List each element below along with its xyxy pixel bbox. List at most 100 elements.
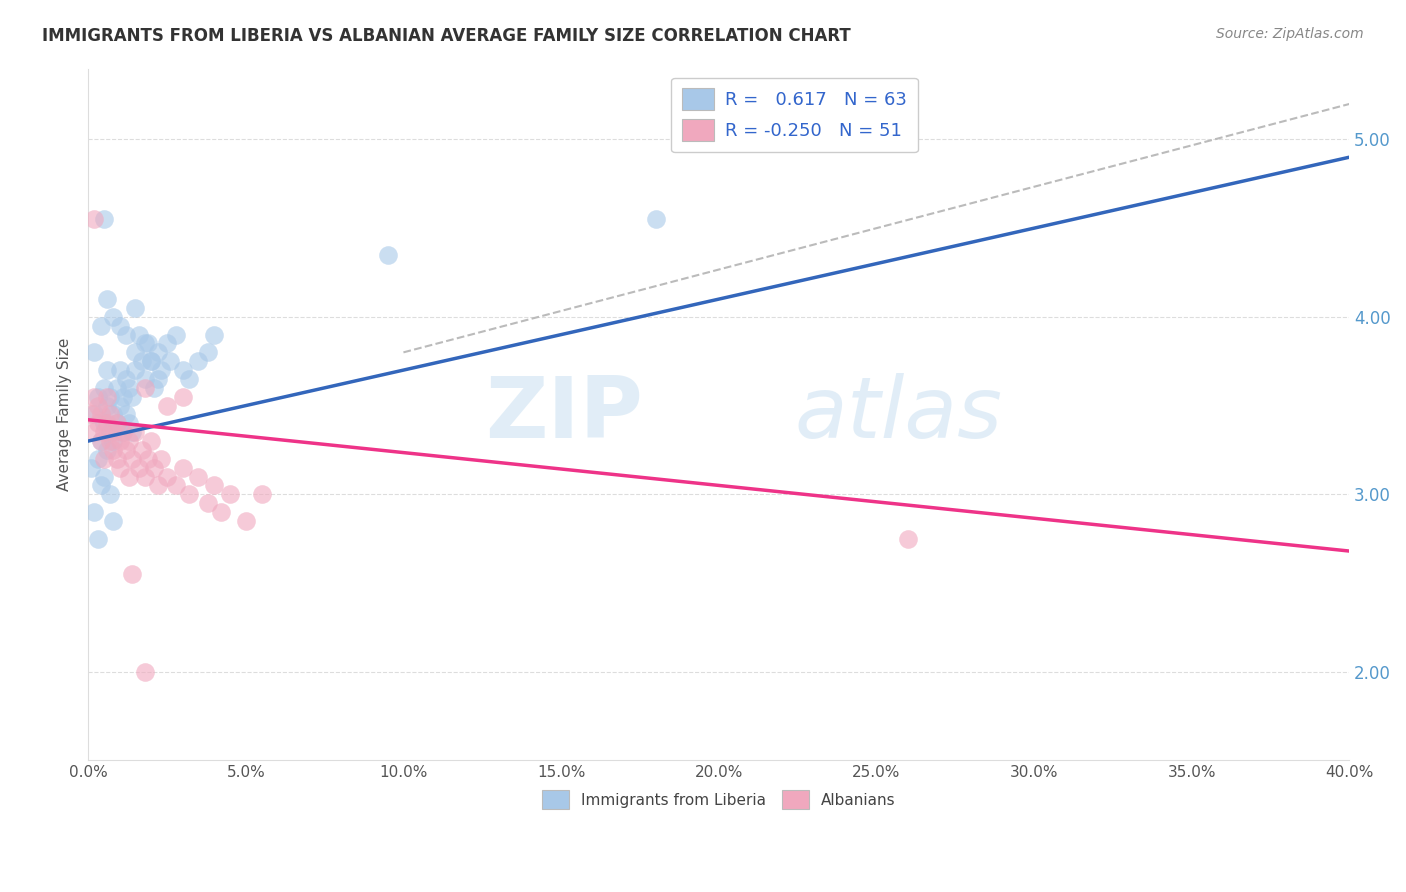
- Point: [90, 434, 112, 448]
- Point: [146, 345, 169, 359]
- Point: [105, 381, 128, 395]
- Point: [105, 417, 128, 431]
- Point: [187, 354, 209, 368]
- Point: [86, 399, 108, 413]
- Point: [108, 363, 131, 377]
- Point: [96, 292, 118, 306]
- Point: [111, 425, 134, 440]
- Point: [172, 390, 194, 404]
- Point: [149, 363, 172, 377]
- Point: [377, 248, 399, 262]
- Point: [93, 417, 115, 431]
- Point: [128, 460, 150, 475]
- Point: [250, 487, 273, 501]
- Point: [96, 363, 118, 377]
- Point: [93, 425, 115, 440]
- Point: [197, 496, 219, 510]
- Point: [108, 399, 131, 413]
- Legend: Immigrants from Liberia, Albanians: Immigrants from Liberia, Albanians: [536, 784, 903, 815]
- Point: [143, 460, 166, 475]
- Point: [136, 451, 159, 466]
- Point: [121, 390, 143, 404]
- Point: [103, 514, 125, 528]
- Point: [146, 478, 169, 492]
- Point: [897, 532, 920, 546]
- Point: [121, 425, 143, 440]
- Point: [83, 390, 105, 404]
- Point: [96, 399, 118, 413]
- Point: [118, 417, 141, 431]
- Point: [93, 451, 115, 466]
- Point: [96, 442, 118, 457]
- Point: [156, 336, 179, 351]
- Point: [197, 345, 219, 359]
- Point: [124, 345, 146, 359]
- Point: [98, 390, 121, 404]
- Point: [131, 354, 153, 368]
- Point: [134, 469, 156, 483]
- Point: [80, 408, 103, 422]
- Point: [83, 345, 105, 359]
- Point: [103, 408, 125, 422]
- Point: [90, 478, 112, 492]
- Point: [235, 514, 257, 528]
- Point: [134, 381, 156, 395]
- Point: [177, 372, 200, 386]
- Point: [105, 417, 128, 431]
- Point: [105, 451, 128, 466]
- Point: [121, 567, 143, 582]
- Point: [131, 442, 153, 457]
- Point: [124, 425, 146, 440]
- Point: [93, 469, 115, 483]
- Point: [108, 460, 131, 475]
- Text: IMMIGRANTS FROM LIBERIA VS ALBANIAN AVERAGE FAMILY SIZE CORRELATION CHART: IMMIGRANTS FROM LIBERIA VS ALBANIAN AVER…: [42, 27, 851, 45]
- Point: [134, 665, 156, 679]
- Point: [86, 390, 108, 404]
- Point: [83, 505, 105, 519]
- Point: [90, 408, 112, 422]
- Point: [83, 408, 105, 422]
- Point: [128, 327, 150, 342]
- Point: [219, 487, 242, 501]
- Point: [172, 460, 194, 475]
- Point: [90, 434, 112, 448]
- Point: [118, 469, 141, 483]
- Point: [644, 212, 666, 227]
- Text: atlas: atlas: [794, 373, 1002, 456]
- Point: [93, 212, 115, 227]
- Point: [111, 390, 134, 404]
- Point: [187, 469, 209, 483]
- Point: [98, 434, 121, 448]
- Point: [103, 434, 125, 448]
- Point: [141, 434, 163, 448]
- Y-axis label: Average Family Size: Average Family Size: [58, 338, 72, 491]
- Point: [143, 381, 166, 395]
- Point: [118, 434, 141, 448]
- Point: [115, 408, 138, 422]
- Point: [118, 381, 141, 395]
- Point: [165, 478, 187, 492]
- Point: [202, 327, 225, 342]
- Point: [103, 442, 125, 457]
- Point: [134, 336, 156, 351]
- Point: [115, 442, 138, 457]
- Point: [146, 372, 169, 386]
- Text: Source: ZipAtlas.com: Source: ZipAtlas.com: [1216, 27, 1364, 41]
- Point: [103, 310, 125, 324]
- Point: [96, 417, 118, 431]
- Point: [209, 505, 232, 519]
- Point: [83, 212, 105, 227]
- Point: [159, 354, 181, 368]
- Point: [108, 434, 131, 448]
- Point: [141, 354, 163, 368]
- Point: [124, 363, 146, 377]
- Point: [115, 372, 138, 386]
- Point: [124, 301, 146, 315]
- Point: [96, 390, 118, 404]
- Text: ZIP: ZIP: [485, 373, 643, 456]
- Point: [165, 327, 187, 342]
- Point: [111, 425, 134, 440]
- Point: [80, 460, 103, 475]
- Point: [115, 327, 138, 342]
- Point: [98, 408, 121, 422]
